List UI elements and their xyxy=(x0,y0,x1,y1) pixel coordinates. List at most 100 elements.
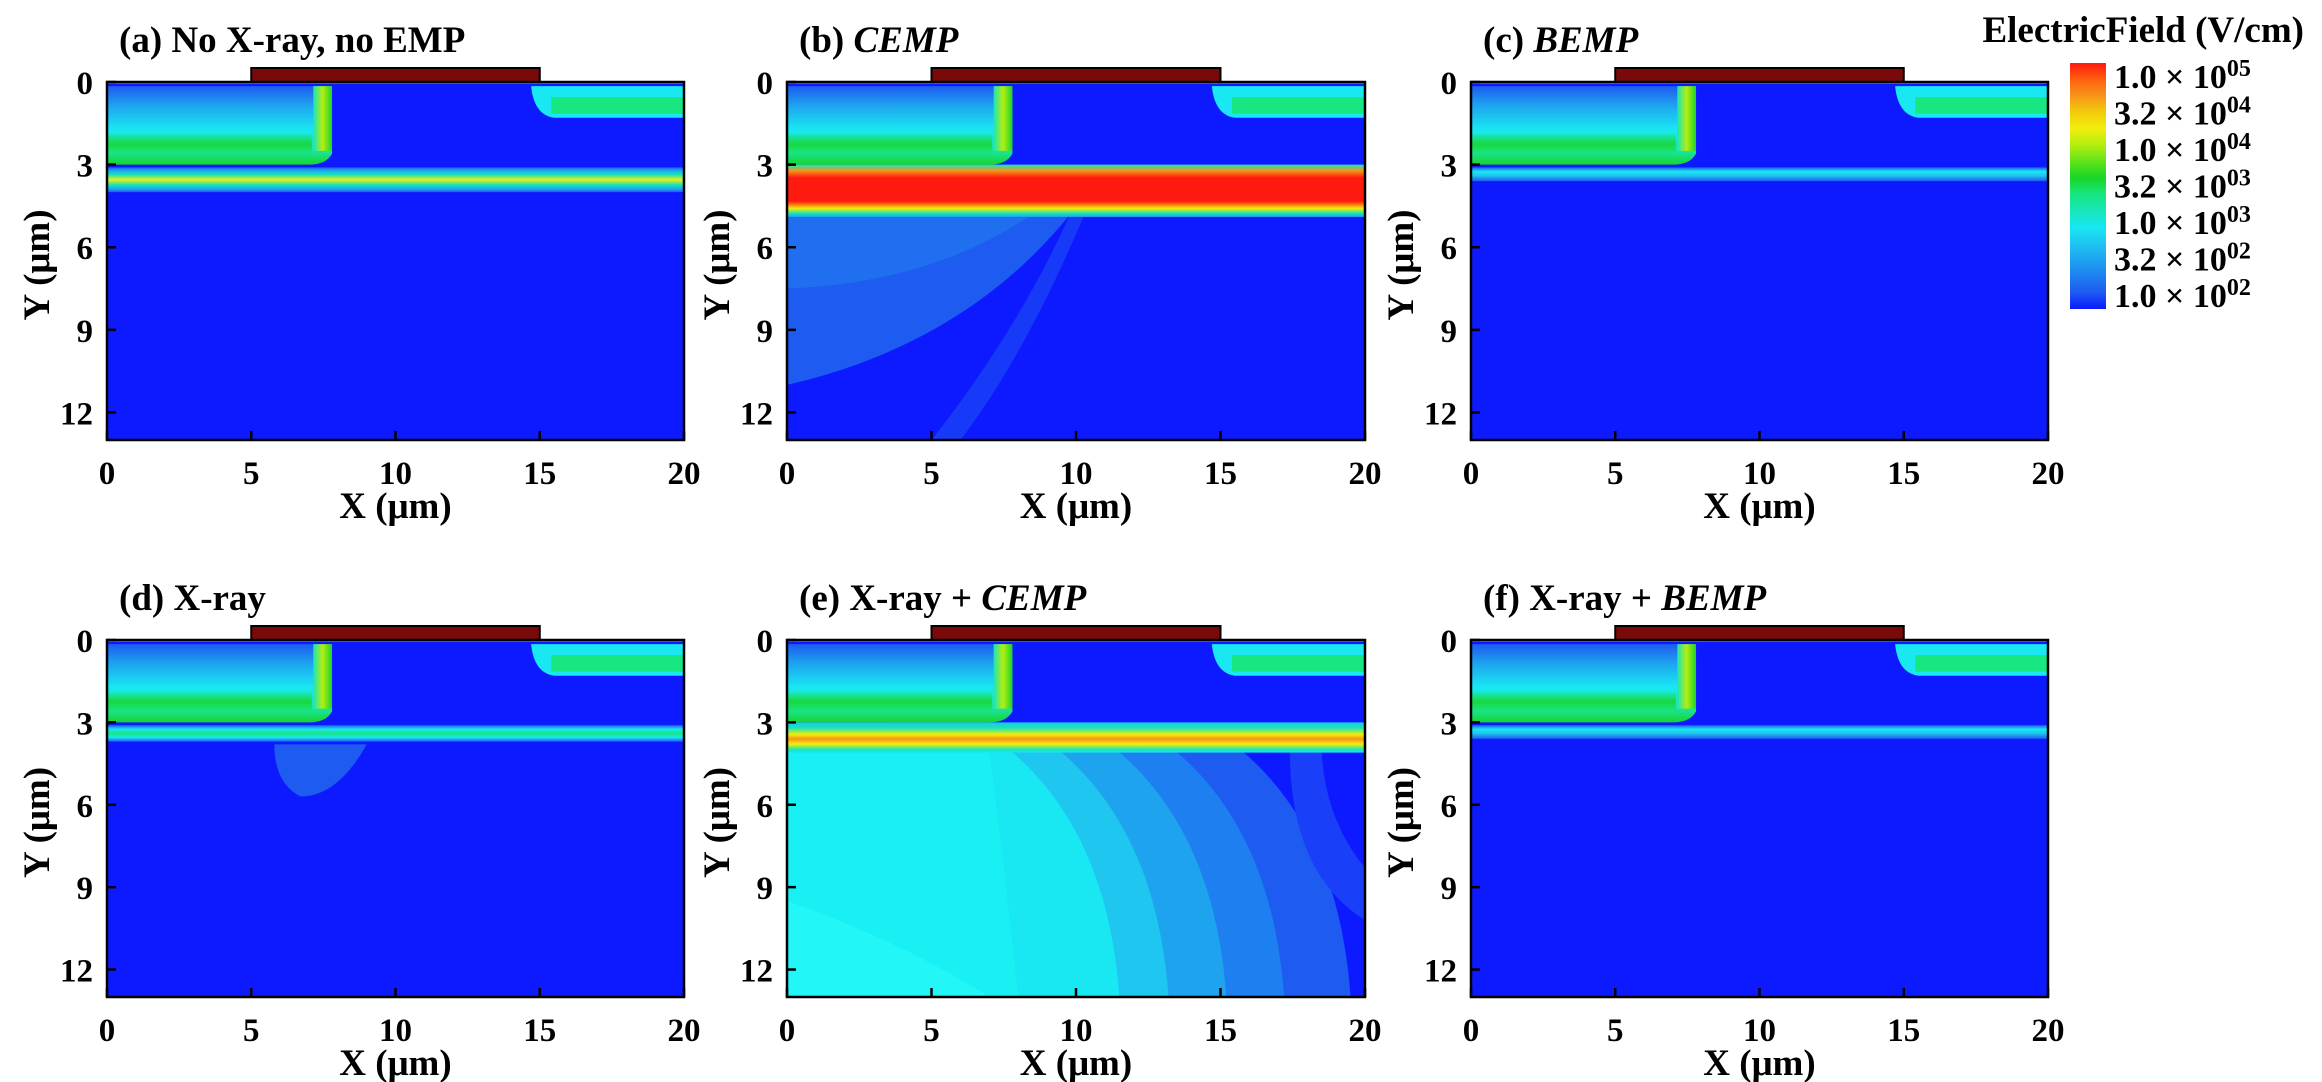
field-contour xyxy=(787,900,990,997)
source-bottom xyxy=(1471,134,1676,154)
y-tick-label: 3 xyxy=(77,706,94,742)
panel-f: 0 5 10 15 20 0 3 6 9 12 X (μm) Y (μm) (f) X-ray + BE… xyxy=(1381,578,2065,1082)
y-tick-label: 6 xyxy=(1441,789,1458,825)
y-axis-label: Y (μm) xyxy=(17,209,58,320)
y-tick-label: 12 xyxy=(740,396,773,432)
source-edge xyxy=(993,86,1013,151)
y-tick-label: 3 xyxy=(757,149,774,185)
colorbar-gradient xyxy=(2070,63,2106,309)
y-tick-label: 0 xyxy=(1441,66,1458,102)
x-tick-label: 20 xyxy=(2032,456,2065,492)
drain-core xyxy=(551,97,684,114)
x-tick-label: 5 xyxy=(1607,1013,1624,1049)
panel-title: (d) X-ray xyxy=(119,578,266,619)
colorbar-title: ElectricField (V/cm) xyxy=(1982,10,2304,51)
field-lobe xyxy=(787,214,1033,289)
x-axis-label: X (μm) xyxy=(1020,1043,1132,1082)
gate-electrode xyxy=(1614,67,1905,83)
y-tick-label: 6 xyxy=(757,789,774,825)
x-axis-label: X (μm) xyxy=(1703,1043,1815,1082)
x-tick-label: 20 xyxy=(1349,1013,1382,1049)
y-axis-label: Y (μm) xyxy=(697,767,738,878)
x-tick-label: 15 xyxy=(1204,1013,1237,1049)
gate-electrode xyxy=(930,67,1222,83)
panel-e: 0 5 10 15 20 0 3 6 9 12 X (μm) Y (μm) (e) X-ray + CE… xyxy=(697,578,1382,1082)
x-axis-label: X (μm) xyxy=(339,486,451,527)
y-tick-label: 12 xyxy=(740,954,773,990)
x-tick-label: 0 xyxy=(99,1013,116,1049)
channel-band xyxy=(1471,725,2048,739)
panel-a: 0 5 10 15 20 0 3 6 9 12 X (μm) Y (μm) (a) No X-ray, … xyxy=(17,20,701,527)
x-tick-label: 10 xyxy=(379,456,412,492)
panel-b: 0 5 10 15 20 0 3 6 9 12 X (μm) Y (μm) (b) CEMP xyxy=(697,20,1382,527)
y-tick-label: 9 xyxy=(757,314,774,350)
x-tick-label: 5 xyxy=(1607,456,1624,492)
y-axis-label: Y (μm) xyxy=(697,209,738,320)
x-tick-label: 0 xyxy=(99,456,116,492)
y-tick-label: 9 xyxy=(77,314,94,350)
source-edge xyxy=(313,86,333,151)
y-tick-label: 9 xyxy=(1441,314,1458,350)
source-edge xyxy=(313,644,333,709)
panel-title: (e) X-ray + CEMP xyxy=(799,578,1087,619)
x-tick-label: 0 xyxy=(1463,1013,1480,1049)
colorbar-label: 1.0 × 1002 xyxy=(2114,275,2251,315)
source-edge xyxy=(993,644,1013,709)
x-tick-label: 5 xyxy=(923,456,940,492)
source-bottom xyxy=(787,134,993,154)
x-tick-label: 5 xyxy=(923,1013,940,1049)
x-tick-label: 20 xyxy=(1349,456,1382,492)
drain-core xyxy=(1232,97,1365,114)
y-tick-label: 12 xyxy=(60,954,93,990)
colorbar-label: 1.0 × 1005 xyxy=(2114,56,2251,96)
source-bottom xyxy=(107,692,312,712)
x-axis-label: X (μm) xyxy=(1020,486,1132,527)
field-contour xyxy=(1289,749,1365,921)
channel-band xyxy=(107,167,684,193)
source-bottom xyxy=(1471,692,1676,712)
y-axis-label: Y (μm) xyxy=(1381,767,1422,878)
panel-d: 0 5 10 15 20 0 3 6 9 12 X (μm) Y (μm) (d) X-ray xyxy=(17,578,701,1082)
y-tick-label: 12 xyxy=(1424,954,1457,990)
field-lobe xyxy=(931,214,1085,440)
drain-core xyxy=(1915,97,2048,114)
y-axis-label: Y (μm) xyxy=(1381,209,1422,320)
channel-band xyxy=(1471,167,2048,182)
y-tick-label: 12 xyxy=(60,396,93,432)
y-tick-label: 3 xyxy=(1441,706,1458,742)
y-tick-label: 6 xyxy=(77,789,94,825)
field-contour xyxy=(1321,749,1365,868)
panel-title: (a) No X-ray, no EMP xyxy=(119,20,465,61)
x-tick-label: 5 xyxy=(243,1013,260,1049)
y-tick-label: 0 xyxy=(757,66,774,102)
colorbar-label: 3.2 × 1002 xyxy=(2114,239,2251,279)
x-tick-label: 15 xyxy=(1887,456,1920,492)
y-tick-label: 3 xyxy=(757,706,774,742)
x-tick-label: 20 xyxy=(668,456,701,492)
x-tick-label: 10 xyxy=(1060,456,1093,492)
colorbar-label: 1.0 × 1003 xyxy=(2114,202,2251,242)
x-tick-label: 15 xyxy=(1204,456,1237,492)
x-tick-label: 0 xyxy=(1463,456,1480,492)
y-tick-label: 6 xyxy=(1441,231,1458,267)
y-tick-label: 0 xyxy=(757,624,774,660)
x-tick-label: 15 xyxy=(523,456,556,492)
x-tick-label: 10 xyxy=(1743,1013,1776,1049)
y-tick-label: 6 xyxy=(757,231,774,267)
colorbar-label: 3.2 × 1004 xyxy=(2114,93,2251,133)
source-edge xyxy=(1677,644,1697,709)
colorbar-label: 1.0 × 1004 xyxy=(2114,129,2251,169)
y-tick-label: 3 xyxy=(77,149,94,185)
y-tick-label: 6 xyxy=(77,231,94,267)
y-tick-label: 9 xyxy=(1441,871,1458,907)
panel-c: 0 5 10 15 20 0 3 6 9 12 X (μm) Y (μm) (c) BEMP xyxy=(1381,20,2065,527)
x-tick-label: 20 xyxy=(2032,1013,2065,1049)
y-tick-label: 3 xyxy=(1441,149,1458,185)
drain-core xyxy=(551,655,684,672)
y-tick-label: 9 xyxy=(757,871,774,907)
panel-title: (f) X-ray + BEMP xyxy=(1483,578,1767,619)
drain-core xyxy=(1915,655,2048,672)
gate-electrode xyxy=(930,625,1222,641)
gate-electrode xyxy=(1614,625,1905,641)
